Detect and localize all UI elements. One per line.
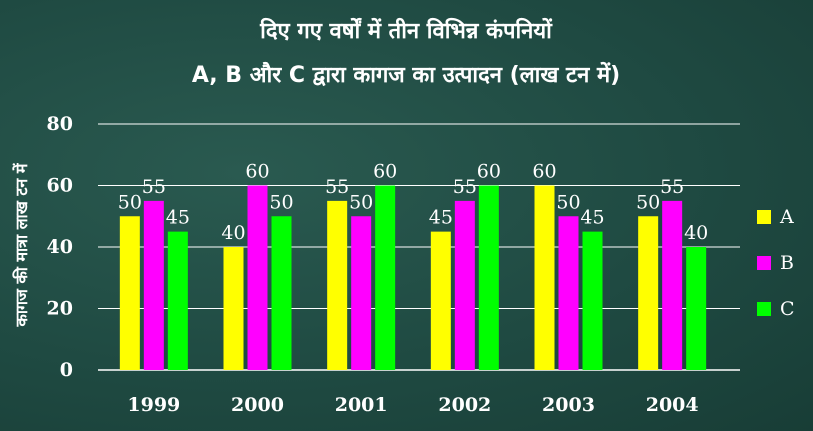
- legend-swatch-A: [757, 210, 771, 224]
- bar-B-1999: [143, 200, 164, 370]
- bar-A-2002: [430, 231, 451, 370]
- legend-label-B: B: [780, 252, 794, 274]
- bar-B-2000: [247, 185, 268, 370]
- data-label-A-2004: 50: [636, 191, 660, 213]
- data-label-C-2000: 50: [269, 191, 293, 213]
- legend: A B C: [757, 206, 795, 320]
- data-label-B-2000: 60: [245, 161, 269, 183]
- y-tick-0: 0: [60, 359, 73, 381]
- legend-swatch-C: [757, 302, 771, 316]
- bar-C-2004: [686, 247, 707, 370]
- bar-B-2002: [454, 200, 475, 370]
- data-label-B-2001: 50: [349, 191, 373, 213]
- data-label-B-1999: 55: [142, 176, 166, 198]
- data-label-C-2004: 40: [684, 222, 708, 244]
- legend-label-C: C: [780, 298, 795, 320]
- x-tick-2003: 2003: [542, 394, 595, 416]
- bars: [119, 185, 707, 370]
- y-tick-60: 60: [47, 175, 73, 197]
- y-tick-80: 80: [47, 113, 73, 135]
- data-label-A-1999: 50: [118, 191, 142, 213]
- bar-A-2003: [534, 185, 555, 370]
- chart-title: दिए गए वर्षों में तीन विभिन्न कंपनियों: [259, 17, 553, 44]
- data-label-B-2003: 50: [556, 191, 580, 213]
- bar-C-2002: [478, 185, 499, 370]
- y-tick-20: 20: [47, 298, 73, 320]
- data-label-C-2003: 45: [580, 207, 604, 229]
- bar-B-2001: [351, 216, 372, 370]
- bar-A-2001: [327, 200, 348, 370]
- bar-A-2004: [638, 216, 659, 370]
- gridlines: [98, 123, 740, 371]
- data-label-C-1999: 45: [166, 207, 190, 229]
- x-tick-labels: 1999 2000 2001 2002 2003 2004: [127, 394, 698, 416]
- legend-label-A: A: [779, 206, 794, 228]
- x-tick-2002: 2002: [438, 394, 491, 416]
- data-label-C-2002: 60: [477, 161, 501, 183]
- data-label-A-2000: 40: [221, 222, 245, 244]
- legend-swatch-B: [757, 256, 771, 270]
- data-label-A-2001: 55: [325, 176, 349, 198]
- y-tick-labels: 0 20 40 60 80: [47, 113, 73, 381]
- data-label-C-2001: 60: [373, 161, 397, 183]
- bar-B-2004: [662, 200, 683, 370]
- bar-C-2000: [271, 216, 292, 370]
- data-label-A-2002: 45: [429, 207, 453, 229]
- y-tick-40: 40: [47, 236, 73, 258]
- data-label-B-2004: 55: [660, 176, 684, 198]
- bar-C-2001: [375, 185, 396, 370]
- y-axis-label: कागज की मात्रा लाख टन में: [12, 162, 31, 327]
- bar-B-2003: [558, 216, 579, 370]
- x-tick-2001: 2001: [335, 394, 388, 416]
- x-tick-1999: 1999: [127, 394, 180, 416]
- data-label-A-2003: 60: [532, 161, 556, 183]
- bar-C-2003: [582, 231, 603, 370]
- bar-A-2000: [223, 247, 244, 370]
- chart-subtitle: A, B और C द्वारा कागज का उत्पादन (लाख टन…: [192, 61, 620, 88]
- x-tick-2004: 2004: [646, 394, 699, 416]
- x-tick-2000: 2000: [231, 394, 284, 416]
- bar-C-1999: [167, 231, 188, 370]
- bar-A-1999: [119, 216, 140, 370]
- data-label-B-2002: 55: [453, 176, 477, 198]
